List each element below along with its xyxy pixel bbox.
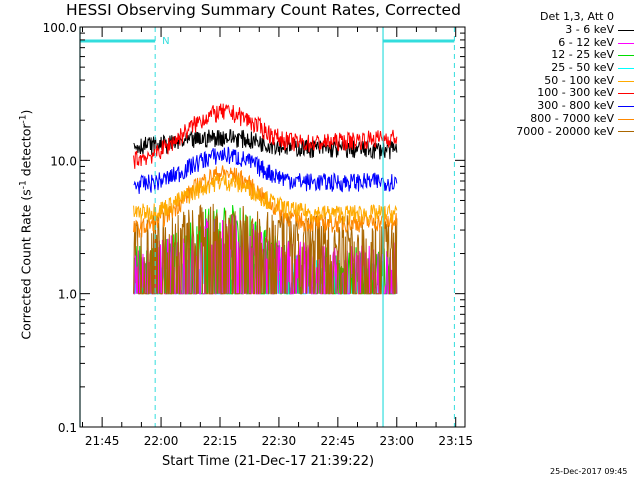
x-axis-label: Start Time (21-Dec-17 21:39:22): [162, 454, 375, 469]
legend-swatch: [618, 67, 634, 69]
legend-swatch: [618, 80, 634, 82]
legend-swatch: [618, 29, 634, 31]
x-tick-label: 23:15: [438, 434, 473, 448]
series-layer: [133, 103, 398, 295]
x-tick-label: 23:00: [379, 434, 414, 448]
legend-item: 25 - 50 keV: [478, 61, 636, 75]
legend-item: 7000 - 20000 keV: [478, 124, 636, 139]
x-tick-label: 22:45: [321, 434, 356, 448]
legend-item: 3 - 6 keV: [478, 23, 636, 37]
legend-item: 800 - 7000 keV: [478, 111, 636, 126]
legend-item-label: 12 - 25 keV: [551, 48, 614, 62]
legend-swatch: [618, 55, 634, 57]
marker-label: N: [162, 36, 169, 47]
legend-item: 50 - 100 keV: [478, 73, 636, 88]
legend-item-label: 800 - 7000 keV: [530, 111, 614, 125]
legend-swatch: [618, 105, 634, 107]
timestamp: 25-Dec-2017 09:45: [550, 467, 628, 476]
legend-items: 3 - 6 keV 6 - 12 keV 12 - 25 keV 25 - 50 ke…: [478, 23, 636, 139]
series-line: [133, 103, 398, 169]
x-tick-label: 22:00: [144, 434, 179, 448]
legend-item: 12 - 25 keV: [478, 49, 636, 62]
series-line: [133, 146, 398, 194]
legend-item: 300 - 800 keV: [478, 99, 636, 113]
legend-swatch: [618, 93, 634, 95]
legend: Det 1,3, Att 0 3 - 6 keV 6 - 12 keV 12 - 2…: [478, 10, 636, 138]
legend-swatch: [618, 131, 634, 133]
legend-swatch: [618, 42, 634, 44]
y-tick-label: 10.0: [50, 154, 77, 168]
legend-item-label: 7000 - 20000 keV: [516, 124, 614, 138]
legend-swatch: [618, 118, 634, 120]
y-tick-label: 0.1: [58, 421, 77, 435]
legend-item-label: 25 - 50 keV: [551, 61, 614, 75]
series-line: [133, 165, 398, 238]
legend-item: 100 - 300 keV: [478, 87, 636, 100]
axes-layer: 0.1 1.0 10.0 100.0 21:45 22:00 22:15 22:30 22:45…: [43, 21, 473, 448]
x-tick-label: 22:15: [203, 434, 238, 448]
legend-header: Det 1,3, Att 0: [540, 10, 614, 23]
legend-item-label: 6 - 12 keV: [558, 35, 614, 49]
x-tick-label: 22:30: [262, 434, 297, 448]
plot-frame: [79, 26, 466, 428]
y-tick-label: 1.0: [58, 288, 77, 302]
x-tick-label: 21:45: [85, 434, 120, 448]
legend-item-label: 100 - 300 keV: [537, 86, 614, 100]
series-line: [133, 203, 398, 295]
legend-item-label: 3 - 6 keV: [565, 23, 614, 36]
y-tick-label: 100.0: [43, 21, 77, 35]
legend-item-label: 300 - 800 keV: [537, 99, 614, 113]
legend-item-label: 50 - 100 keV: [544, 73, 614, 87]
y-axis-label: Corrected Count Rate (s-1 detector-1): [18, 109, 34, 340]
legend-item: 6 - 12 keV: [478, 35, 636, 50]
series-line: [133, 173, 398, 224]
chart-title: HESSI Observing Summary Count Rates, Cor…: [66, 1, 461, 19]
